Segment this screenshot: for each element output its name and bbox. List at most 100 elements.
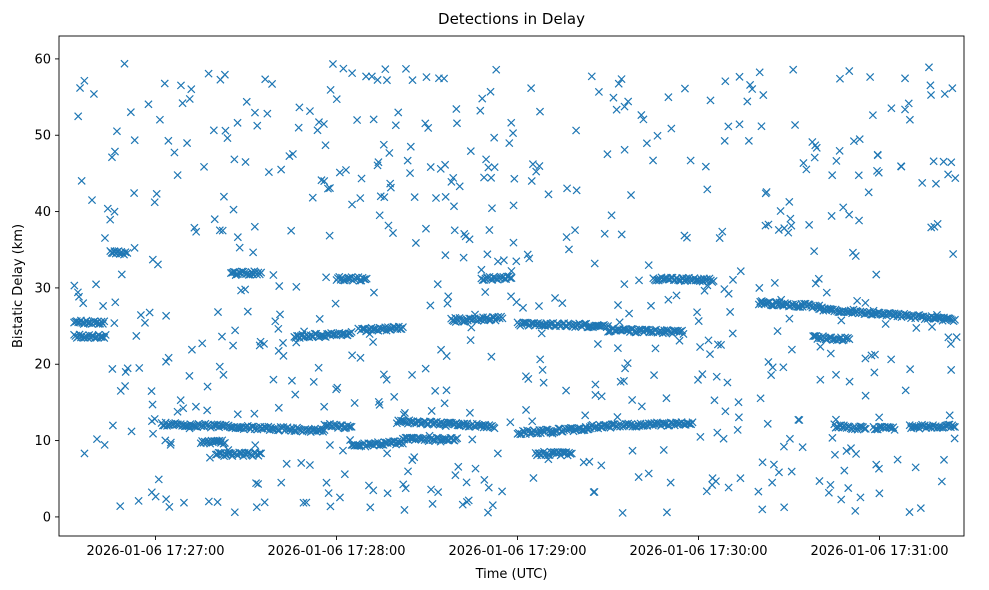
clutter-detection-marker xyxy=(204,69,213,78)
clutter-detection-marker xyxy=(614,79,623,88)
clutter-detection-marker xyxy=(434,488,443,497)
clutter-detection-marker xyxy=(468,435,477,444)
clutter-detection-marker xyxy=(789,65,798,74)
clutter-detection-marker xyxy=(814,274,823,283)
clutter-detection-marker xyxy=(308,193,317,202)
clutter-detection-marker xyxy=(505,139,514,148)
clutter-detection-marker xyxy=(408,76,417,85)
clutter-detection-marker xyxy=(901,74,910,83)
clutter-detection-marker xyxy=(816,375,825,384)
clutter-detection-marker xyxy=(798,443,807,452)
clutter-detection-marker xyxy=(421,224,430,233)
clutter-detection-marker xyxy=(618,508,627,517)
clutter-detection-marker xyxy=(348,69,357,78)
clutter-detection-marker xyxy=(77,176,86,185)
clutter-detection-marker xyxy=(111,298,120,307)
clutter-detection-marker xyxy=(110,319,119,328)
track-detection-marker xyxy=(97,332,106,342)
clutter-detection-marker xyxy=(147,417,156,426)
clutter-detection-marker xyxy=(848,248,857,257)
clutter-detection-marker xyxy=(509,129,518,138)
clutter-detection-marker xyxy=(710,396,719,405)
clutter-detection-marker xyxy=(185,94,194,103)
clutter-detection-marker xyxy=(916,504,925,513)
track-detection-marker xyxy=(344,422,353,432)
clutter-detection-marker xyxy=(527,176,536,186)
clutter-detection-marker xyxy=(816,342,825,351)
clutter-detection-marker xyxy=(946,340,955,349)
clutter-detection-marker xyxy=(620,145,629,154)
track-detection-marker xyxy=(398,323,407,332)
clutter-detection-marker xyxy=(664,295,673,304)
clutter-detection-marker xyxy=(949,249,958,259)
clutter-detection-marker xyxy=(831,370,841,379)
clutter-detection-marker xyxy=(735,72,744,81)
clutter-detection-marker xyxy=(408,370,417,379)
clutter-detection-marker xyxy=(832,156,841,165)
clutter-detection-marker xyxy=(215,362,224,371)
track-detection-marker xyxy=(359,275,368,284)
clutter-detection-marker xyxy=(785,434,794,443)
clutter-detection-marker xyxy=(305,107,314,116)
clutter-detection-marker xyxy=(373,161,382,170)
clutter-detection-marker xyxy=(447,177,456,186)
clutter-detection-marker xyxy=(826,480,835,489)
clutter-detection-marker xyxy=(712,372,721,381)
x-tick-label: 2026-01-06 17:27:00 xyxy=(86,544,224,559)
clutter-detection-marker xyxy=(179,404,188,413)
clutter-detection-marker xyxy=(493,449,502,458)
clutter-detection-marker xyxy=(357,174,366,183)
clutter-detection-marker xyxy=(464,496,473,505)
clutter-detection-marker xyxy=(866,73,875,82)
data-markers xyxy=(70,59,961,517)
clutter-detection-marker xyxy=(274,324,283,333)
clutter-detection-marker xyxy=(341,165,350,174)
clutter-detection-marker xyxy=(324,489,333,498)
clutter-detection-marker xyxy=(74,112,83,121)
clutter-detection-marker xyxy=(411,238,420,247)
clutter-detection-marker xyxy=(776,207,785,216)
clutter-detection-marker xyxy=(320,402,329,411)
track-detection-marker xyxy=(856,422,865,431)
clutter-detection-marker xyxy=(812,143,821,152)
clutter-detection-marker xyxy=(736,474,745,483)
clutter-detection-marker xyxy=(261,75,270,84)
clutter-detection-marker xyxy=(924,63,934,72)
clutter-detection-marker xyxy=(390,392,399,401)
clutter-detection-marker xyxy=(339,64,348,73)
clutter-detection-marker xyxy=(734,413,743,422)
clutter-detection-marker xyxy=(140,318,149,327)
clutter-detection-marker xyxy=(410,193,419,202)
clutter-detection-marker xyxy=(452,104,461,114)
clutter-detection-marker xyxy=(321,141,330,150)
clutter-detection-marker xyxy=(116,502,125,511)
clutter-detection-marker xyxy=(80,449,89,458)
clutter-detection-marker xyxy=(250,108,259,117)
clutter-detection-marker xyxy=(784,228,793,237)
clutter-detection-marker xyxy=(340,470,349,479)
clutter-detection-marker xyxy=(642,139,651,148)
clutter-detection-marker xyxy=(851,506,860,515)
clutter-detection-marker xyxy=(828,171,837,180)
y-tick-label: 40 xyxy=(34,205,51,220)
clutter-detection-marker xyxy=(278,338,288,347)
track-detection-marker xyxy=(98,319,107,328)
clutter-detection-marker xyxy=(399,480,408,489)
clutter-detection-marker xyxy=(861,391,870,400)
clutter-detection-marker xyxy=(252,503,261,512)
track-detection-marker xyxy=(648,421,657,430)
clutter-detection-marker xyxy=(200,162,209,171)
clutter-detection-marker xyxy=(375,211,384,220)
clutter-detection-marker xyxy=(845,210,854,219)
clutter-detection-marker xyxy=(176,396,185,405)
clutter-detection-marker xyxy=(948,84,957,93)
clutter-detection-marker xyxy=(507,292,516,301)
clutter-detection-marker xyxy=(872,460,881,469)
clutter-detection-marker xyxy=(940,89,949,99)
clutter-detection-marker xyxy=(822,288,831,297)
clutter-detection-marker xyxy=(187,85,196,94)
clutter-detection-marker xyxy=(383,489,392,498)
clutter-detection-marker xyxy=(724,483,733,492)
clutter-detection-marker xyxy=(944,170,953,179)
clutter-detection-marker xyxy=(386,183,395,192)
